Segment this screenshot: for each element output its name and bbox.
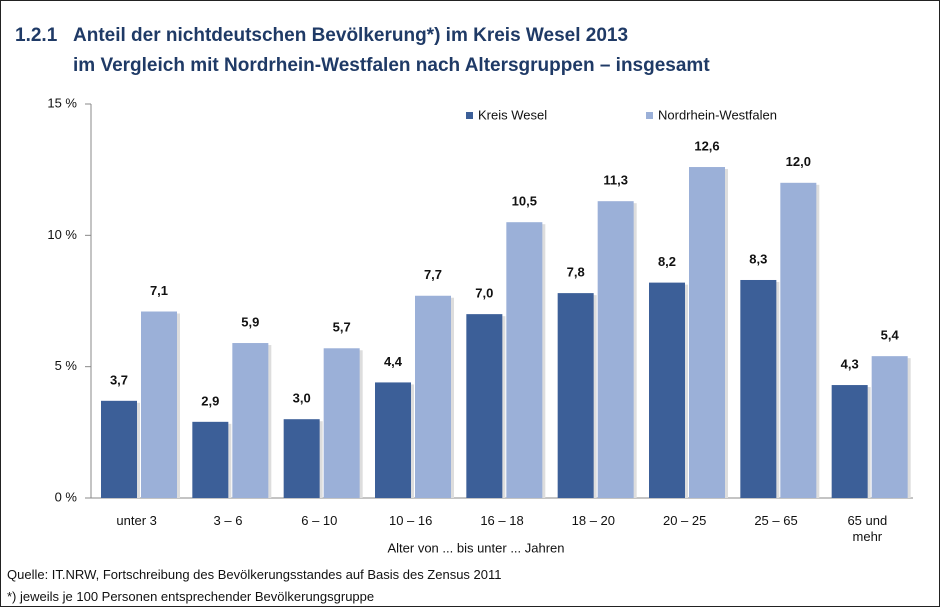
x-tick-label: 16 – 18 xyxy=(480,513,524,528)
value-label: 3,0 xyxy=(293,391,311,406)
y-tick-label: 10 % xyxy=(47,227,77,242)
legend-label: Kreis Wesel xyxy=(478,107,547,122)
chart-title: im Vergleich mit Nordrhein-Westfalen nac… xyxy=(73,55,710,76)
bar xyxy=(831,385,868,498)
value-label: 12,0 xyxy=(786,154,811,169)
value-label: 8,2 xyxy=(658,254,676,269)
y-tick-label: 15 % xyxy=(47,95,77,110)
x-tick-label: 65 und mehr xyxy=(847,513,888,544)
value-label: 4,4 xyxy=(384,354,403,369)
y-tick-label: 5 % xyxy=(55,358,78,373)
bar xyxy=(141,311,177,498)
value-label: 5,9 xyxy=(241,314,259,329)
bar xyxy=(415,295,451,498)
bar xyxy=(323,348,360,498)
bar xyxy=(192,421,229,498)
value-label: 7,7 xyxy=(424,267,442,282)
value-label: 5,4 xyxy=(881,328,900,343)
value-label: 12,6 xyxy=(694,138,719,153)
bar xyxy=(740,279,777,498)
value-label: 7,0 xyxy=(475,286,493,301)
bar xyxy=(375,382,411,498)
bar xyxy=(780,182,817,499)
x-tick-label: 10 – 16 xyxy=(388,513,433,528)
bar xyxy=(649,282,685,498)
bar xyxy=(597,201,634,499)
bar xyxy=(557,293,594,498)
x-tick-label: 3 – 6 xyxy=(213,513,243,528)
x-tick-label: 20 – 25 xyxy=(662,513,707,528)
x-tick-label: 6 – 10 xyxy=(301,513,338,528)
bar xyxy=(232,343,269,498)
x-tick-label: unter 3 xyxy=(116,513,157,528)
value-label: 7,8 xyxy=(567,265,585,280)
source: Quelle: IT.NRW, Fortschreibung des Bevöl… xyxy=(7,567,502,582)
legend-swatch xyxy=(646,112,653,119)
bar xyxy=(506,222,543,498)
bar xyxy=(101,400,137,498)
bar xyxy=(871,356,908,498)
bar xyxy=(689,167,725,499)
x-tick-label: 18 – 20 xyxy=(571,513,616,528)
chart-title: Anteil der nichtdeutschen Bevölkerung*) … xyxy=(73,25,628,46)
x-axis-title: Alter von ... bis unter ... Jahren xyxy=(387,540,564,555)
title-number: 1.2.1 xyxy=(15,25,58,46)
value-label: 8,3 xyxy=(749,251,767,266)
bar xyxy=(466,314,503,498)
x-tick-label: 25 – 65 xyxy=(754,513,798,528)
value-label: 4,3 xyxy=(841,356,859,371)
legend-swatch xyxy=(466,112,473,119)
value-label: 10,5 xyxy=(512,194,537,209)
value-label: 7,1 xyxy=(150,283,168,298)
footnote: *) jeweils je 100 Personen entsprechende… xyxy=(7,589,375,604)
y-tick-label: 0 % xyxy=(55,489,78,504)
value-label: 2,9 xyxy=(201,393,219,408)
value-label: 5,7 xyxy=(333,320,351,335)
bar xyxy=(283,419,320,498)
value-label: 3,7 xyxy=(110,372,128,387)
legend-label: Nordrhein-Westfalen xyxy=(658,107,777,122)
value-label: 11,3 xyxy=(603,173,628,188)
